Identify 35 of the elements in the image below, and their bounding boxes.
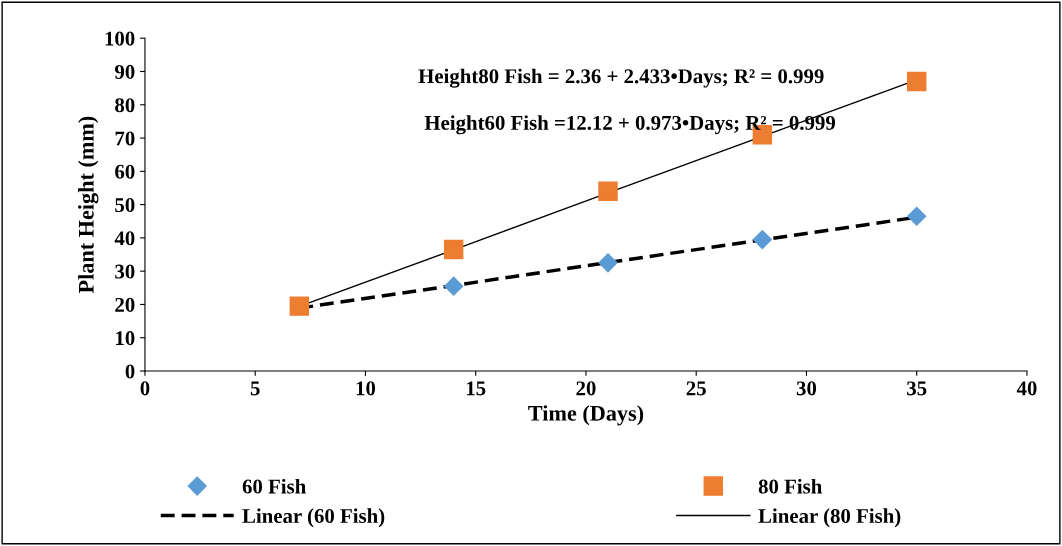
x-tick-label: 0 [140, 381, 150, 396]
legend-label: Linear (60 Fish) [242, 508, 385, 528]
x-tick-label: 5 [250, 381, 260, 396]
point [444, 276, 464, 296]
legend-label: 80 Fish [758, 478, 823, 494]
y-tick-label: 40 [114, 231, 135, 246]
y-tick-label: 60 [115, 164, 135, 179]
point [598, 253, 618, 273]
y-tick-label: 80 [115, 98, 135, 113]
x-tick-label: 30 [796, 381, 817, 396]
x-tick-label: 35 [907, 381, 927, 396]
y-tick-label: 20 [115, 297, 135, 312]
x-tick-label: 15 [466, 381, 486, 396]
y-tick-label: 100 [105, 31, 135, 46]
annotation: Height80 Fish = 2.36 + 2.433•Days; R² = 0.999 [418, 68, 824, 88]
y-tick-label: 70 [115, 131, 135, 146]
x-axis-title: Time (Days) [528, 405, 644, 426]
point [906, 71, 927, 92]
point [443, 239, 464, 260]
x-tick-label: 25 [686, 381, 706, 396]
y-tick-label: 50 [115, 197, 135, 213]
point [289, 296, 310, 316]
y-tick-label: 10 [116, 331, 135, 346]
x-tick-label: 40 [1016, 381, 1037, 396]
y-tick-label: 0 [125, 364, 135, 379]
x-tick-label: 10 [356, 381, 376, 396]
y-tick-label: 90 [114, 64, 135, 79]
point [598, 181, 618, 202]
legend-label: Linear (80 Fish) [758, 508, 901, 528]
point [752, 230, 772, 250]
y-tick-label: 30 [115, 264, 135, 279]
x-tick-label: 20 [576, 381, 596, 396]
legend-label: 60 Fish [242, 478, 306, 494]
point [907, 206, 927, 226]
y-axis-title: Plant Height (mm) [78, 116, 99, 294]
